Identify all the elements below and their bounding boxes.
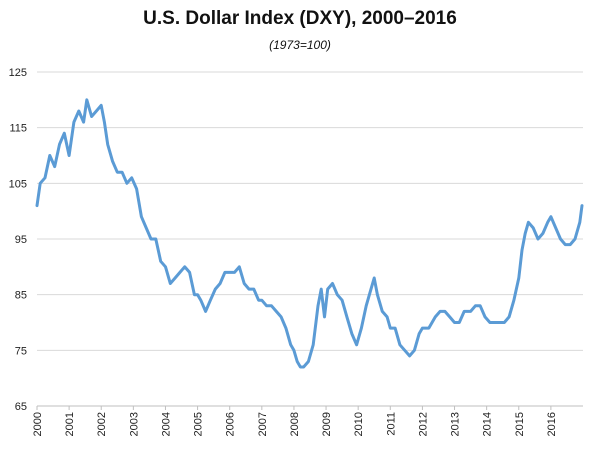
x-tick-label: 2014 bbox=[482, 412, 494, 436]
series-line-0 bbox=[35, 98, 584, 369]
x-tick-label: 2001 bbox=[64, 412, 76, 436]
chart-subtitle: (1973=100) bbox=[269, 38, 331, 52]
x-tick-label: 2006 bbox=[225, 412, 237, 436]
x-tick-label: 2015 bbox=[514, 412, 526, 436]
y-tick-label: 95 bbox=[15, 234, 27, 246]
chart-title: U.S. Dollar Index (DXY), 2000–2016 bbox=[143, 8, 457, 29]
x-tick-label: 2011 bbox=[385, 412, 397, 436]
y-tick-label: 115 bbox=[9, 123, 27, 135]
y-tick-label: 105 bbox=[9, 178, 27, 190]
x-tick-label: 2004 bbox=[160, 412, 172, 436]
x-tick-label: 2013 bbox=[450, 412, 462, 436]
x-tick-label: 2008 bbox=[289, 412, 301, 436]
x-tick-label: 2007 bbox=[257, 412, 269, 436]
x-tick-label: 2003 bbox=[128, 412, 140, 436]
y-tick-label: 75 bbox=[15, 345, 27, 357]
x-tick-label: 2000 bbox=[32, 412, 44, 436]
y-tick-label: 125 bbox=[9, 67, 27, 79]
x-tick-label: 2002 bbox=[96, 412, 108, 436]
y-tick-label: 85 bbox=[15, 290, 27, 302]
x-tick-label: 2016 bbox=[546, 412, 558, 436]
y-tick-label: 65 bbox=[15, 401, 27, 413]
x-tick-label: 2005 bbox=[193, 412, 205, 436]
x-tick-label: 2012 bbox=[417, 412, 429, 436]
x-tick-label: 2009 bbox=[321, 412, 333, 436]
x-tick-label: 2010 bbox=[353, 412, 365, 436]
